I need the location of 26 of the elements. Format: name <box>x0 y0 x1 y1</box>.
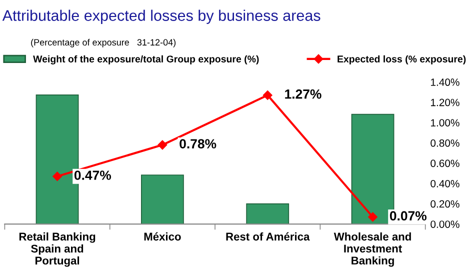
point <box>158 140 168 150</box>
y-tick-label: 0.40% <box>430 180 460 188</box>
chart-title: Attributable expected losses by business areas <box>2 10 320 24</box>
chart-subtitle: (Percentage of exposure 31-12-04) <box>31 38 176 48</box>
x-tick-label: México <box>144 232 181 241</box>
y-tick-label: 1.00% <box>431 119 460 126</box>
point <box>368 212 378 222</box>
x-tick-label: Rest of América <box>226 232 310 241</box>
point <box>52 172 62 181</box>
y-tick-label: 0.60% <box>430 160 460 168</box>
point <box>262 90 272 100</box>
y-tick-label: 0.20% <box>430 200 460 208</box>
bar <box>140 174 184 224</box>
y-tick-label: 0.80% <box>430 139 460 147</box>
data-label: 0.07% <box>390 211 426 221</box>
legend-label: Expected loss (% exposure) <box>338 55 466 64</box>
data-label: 0.47% <box>74 170 112 180</box>
data-label: 0.78% <box>180 139 216 148</box>
x-tick-label: Wholesale and Investment Banking <box>334 232 411 267</box>
y-tick-label: 0.00% <box>430 220 460 228</box>
bar <box>246 203 290 224</box>
x-tick-label: Retail Banking Spain and Portugal <box>19 232 96 267</box>
data-label: 1.27% <box>285 89 322 99</box>
y-tick-label: 1.40% <box>431 78 460 86</box>
legend-label: Weight of the exposure/total Group exposure (%) <box>33 55 259 64</box>
y-tick-label: 1.20% <box>431 98 460 106</box>
